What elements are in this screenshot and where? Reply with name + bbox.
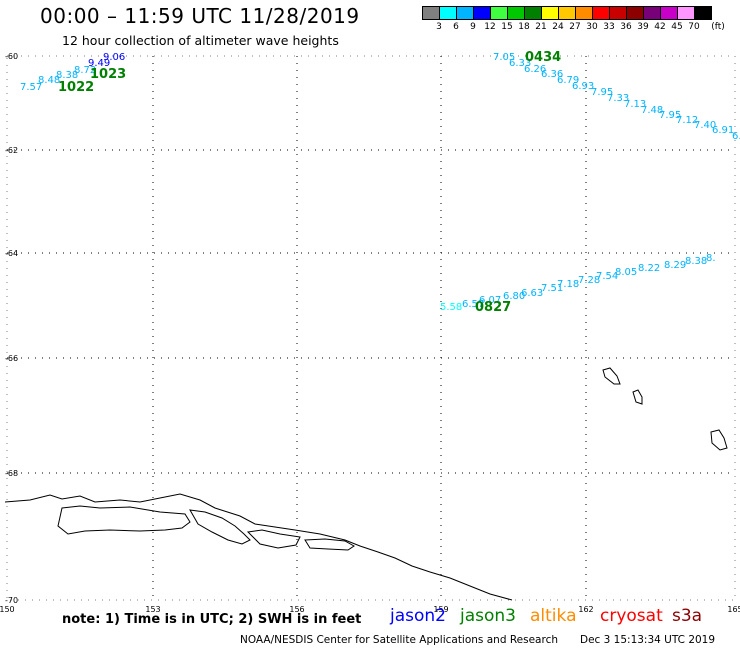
colorbar-tick-label: 3 [436, 22, 442, 32]
wave-height-value: 6.79 [557, 75, 579, 86]
latitude-label: -66 [5, 354, 18, 363]
wave-height-value: 8. [706, 253, 716, 264]
inlet-c [304, 538, 355, 551]
wave-height-value: 9.06 [103, 52, 125, 63]
colorbar-tick-label: 36 [620, 22, 632, 32]
wave-height-value: 7.40 [694, 120, 716, 131]
wave-height-value: 6. [732, 131, 740, 142]
wave-height-value: 7.95 [591, 87, 613, 98]
wave-height-value: 8.22 [638, 263, 660, 274]
colorbar-tick-label: 12 [484, 22, 496, 32]
pass-time-label: 1023 [90, 67, 126, 82]
colorbar-swatch [694, 6, 712, 20]
wave-height-value: 7.12 [676, 115, 698, 126]
wave-height-value: 7.51 [541, 283, 563, 294]
satellite-legend-item: cryosat [600, 606, 663, 626]
wave-height-value: 6.36 [541, 69, 563, 80]
wave-height-value: 7.57 [20, 82, 42, 93]
latitude-label: -62 [5, 146, 18, 155]
generation-timestamp: Dec 3 15:13:34 UTC 2019 [580, 634, 716, 646]
satellite-legend-item: s3a [672, 606, 703, 626]
island-2 [632, 389, 643, 405]
latitude-label: -70 [5, 596, 18, 605]
colorbar-tick-label: 21 [535, 22, 547, 32]
footnote: note: 1) Time is in UTC; 2) SWH is in fe… [62, 612, 362, 627]
inlet-b [246, 529, 301, 549]
altimeter-tracks: 7.578.488.388.729.499.06102210237.056.33… [20, 50, 740, 315]
colorbar-tick-label: 15 [501, 22, 513, 32]
latitude-label: -68 [5, 469, 18, 478]
pass-time-label: 0434 [525, 50, 561, 65]
coastline [4, 367, 728, 601]
wave-height-value: 7.28 [578, 275, 600, 286]
colorbar-tick-label: 70 [688, 22, 700, 32]
colorbar-unit: (ft) [711, 22, 725, 32]
longitude-label: 150 [0, 605, 15, 614]
satellite-legend-item: jason2 [390, 606, 446, 626]
longitude-label: 159 [433, 605, 448, 614]
longitude-label: 153 [145, 605, 160, 614]
wave-height-value: 9.49 [88, 58, 110, 69]
credit-line: NOAA/NESDIS Center for Satellite Applica… [240, 634, 715, 646]
wave-height-value: 6.80 [503, 291, 525, 302]
colorbar-tick-label: 24 [552, 22, 564, 32]
wave-height-value: 6.91 [712, 125, 734, 136]
colorbar-tick-label: 6 [453, 22, 459, 32]
colorbar-tick-label: 18 [518, 22, 530, 32]
inlet-a [189, 509, 251, 545]
wave-height-value: 6.93 [572, 81, 594, 92]
colorbar-tick-label: 45 [671, 22, 683, 32]
pass-time-label: 1022 [58, 80, 94, 95]
island-3 [710, 429, 728, 451]
colorbar-tick-label: 42 [654, 22, 666, 32]
colorbar-tick-label: 39 [637, 22, 649, 32]
antarctic-coastline [4, 493, 513, 601]
credit-text: NOAA/NESDIS Center for Satellite Applica… [240, 634, 558, 646]
map-frame [6, 55, 736, 601]
wave-height-value: 6.07 [479, 295, 501, 306]
wave-height-value: 6.26 [524, 64, 546, 75]
wave-height-value: 7.13 [624, 99, 646, 110]
map-subtitle: 12 hour collection of altimeter wave hei… [62, 33, 339, 48]
latitude-label: -60 [5, 52, 18, 61]
wave-height-value: 8.48 [38, 75, 60, 86]
latitude-label: -64 [5, 249, 18, 258]
wave-height-value: 8.72 [74, 65, 96, 76]
wave-height-value: 7.05 [493, 52, 515, 63]
wave-height-value: 6.57 [462, 299, 484, 310]
wave-height-value: 8.05 [615, 267, 637, 278]
wave-height-value: 7.54 [596, 271, 618, 282]
wave-height-value: 8.29 [664, 260, 686, 271]
peninsula-inner [57, 505, 191, 535]
wave-height-value: 5.58 [440, 302, 462, 313]
wave-height-value: 6.33 [509, 58, 531, 69]
wave-height-value: 7.18 [557, 279, 579, 290]
colorbar-tick-label: 30 [586, 22, 598, 32]
satellite-legend-item: jason3 [460, 606, 516, 626]
wave-height-value: 8.38 [56, 70, 78, 81]
longitude-label: 156 [289, 605, 304, 614]
wave-height-value: 7.33 [607, 93, 629, 104]
island-1 [602, 367, 621, 385]
longitude-label: 165 [727, 605, 740, 614]
wave-height-value: 7.95 [659, 110, 681, 121]
colorbar-labels: 3 6 9 12 15 18 21 24 27 30 33 36 39 42 45 70 (ft) [422, 22, 740, 36]
longitude-label: 162 [578, 605, 593, 614]
wave-height-value: 8.38 [685, 256, 707, 267]
colorbar-tick-label: 33 [603, 22, 615, 32]
wave-height-value: 6.63 [521, 288, 543, 299]
colorbar-tick-label: 27 [569, 22, 581, 32]
pass-time-label: 0827 [475, 300, 511, 315]
wave-height-value: 7.48 [641, 105, 663, 116]
map-title: 00:00 – 11:59 UTC 11/28/2019 [40, 4, 360, 28]
satellite-legend-item: altika [530, 606, 577, 626]
colorbar-tick-label: 9 [470, 22, 476, 32]
wave-height-colorbar [422, 6, 712, 20]
